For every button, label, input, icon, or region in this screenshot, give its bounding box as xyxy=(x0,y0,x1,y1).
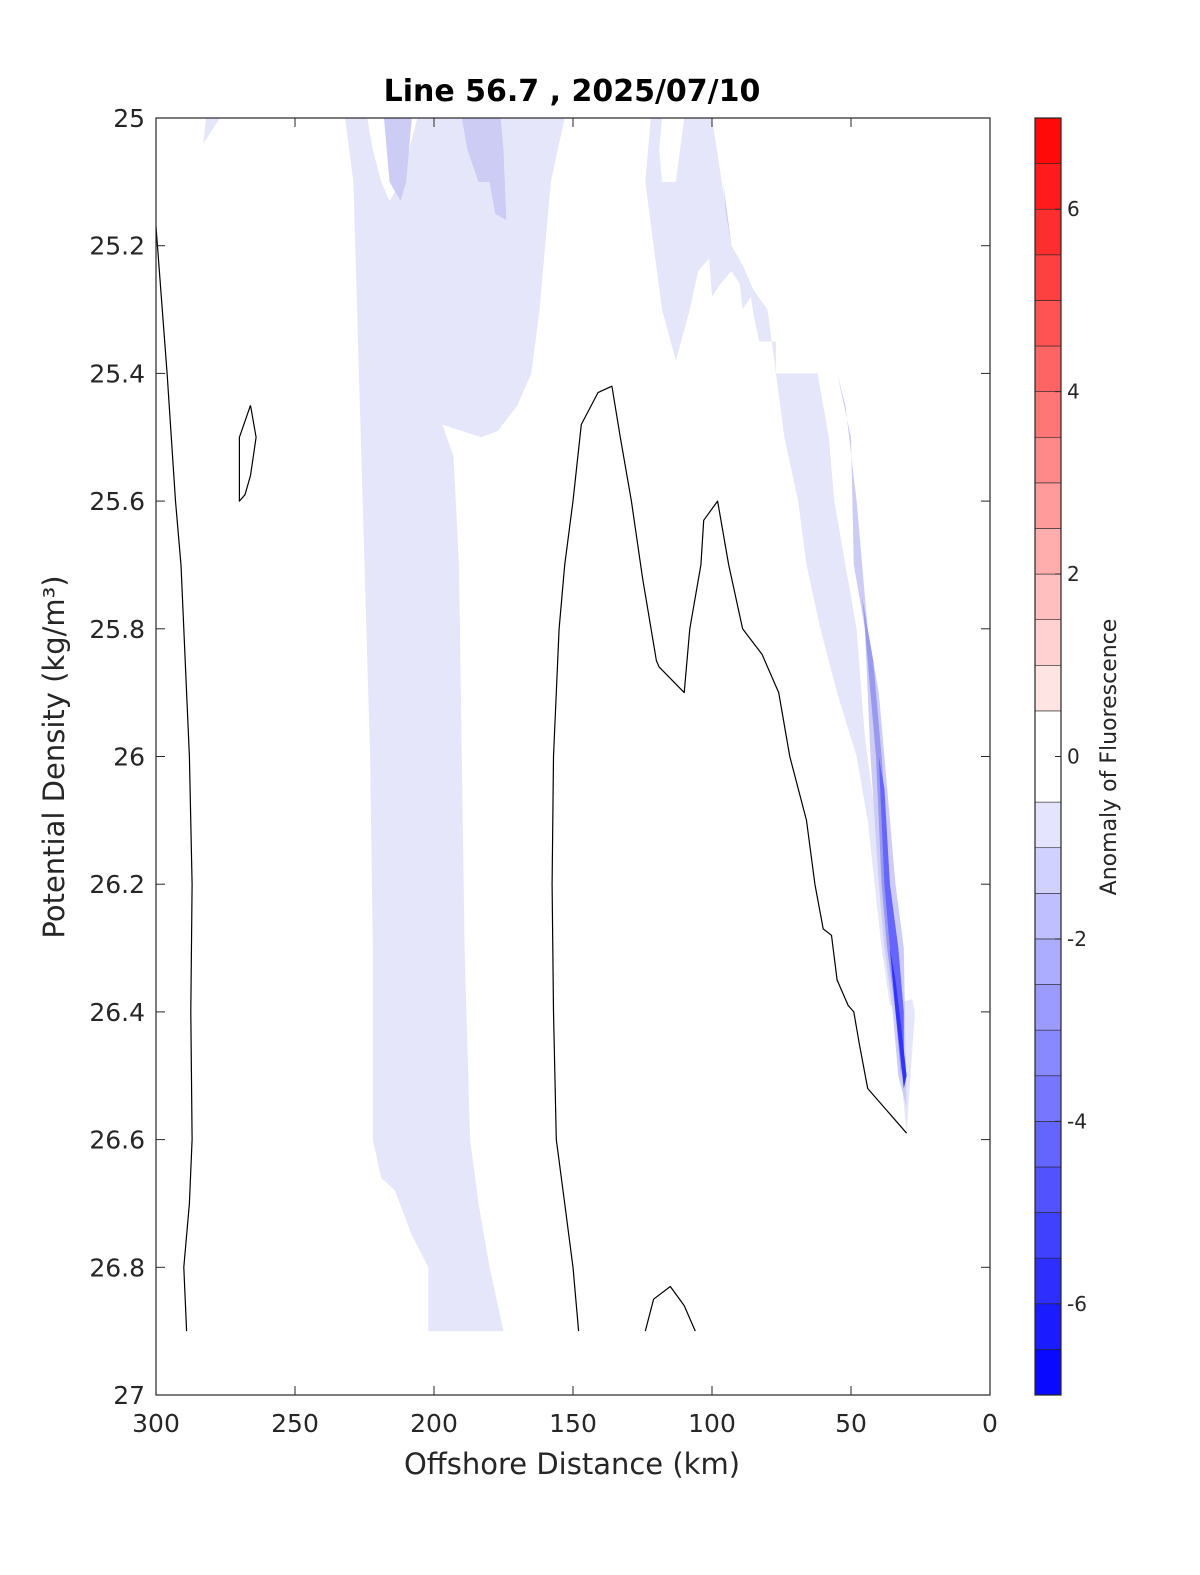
contour-line-zero-1 xyxy=(238,405,257,502)
colorbar-segment xyxy=(1034,938,1062,985)
colorbar-segment xyxy=(1034,573,1062,620)
y-tick-label: 27 xyxy=(113,1381,145,1410)
y-tick-label: 26.6 xyxy=(89,1126,145,1155)
x-tick-label: 150 xyxy=(549,1409,597,1438)
y-axis: 25 25.2 25.4 25.6 25.8 26 26.2 26.4 26.6 26.8 27 xyxy=(89,104,990,1410)
colorbar-tick-label: 2 xyxy=(1067,562,1080,586)
x-axis-title: Offshore Distance (km) xyxy=(404,1447,740,1481)
colorbar-tick-label: -4 xyxy=(1067,1109,1087,1133)
contour-line-zero-0 xyxy=(155,226,193,1332)
colorbar-tick-label: 6 xyxy=(1067,197,1080,221)
x-tick-label: 50 xyxy=(835,1409,867,1438)
x-tick-label: 300 xyxy=(132,1409,180,1438)
colorbar-segment xyxy=(1034,1212,1062,1259)
x-tick-label: 250 xyxy=(271,1409,319,1438)
filled-region-8 xyxy=(889,948,907,1089)
colorbar-segment xyxy=(1034,391,1062,438)
colorbar-segment xyxy=(1034,482,1062,529)
y-tick-label: 25.6 xyxy=(89,487,145,516)
colorbar-title: Anomaly of Fluorescence xyxy=(1097,619,1122,896)
filled-region-0 xyxy=(345,118,565,1332)
colorbar-segment xyxy=(1034,254,1062,301)
colorbar-segment xyxy=(1034,300,1062,347)
filled-contours xyxy=(203,118,915,1332)
colorbar-tick-label: -2 xyxy=(1067,927,1087,951)
x-tick-label: 0 xyxy=(982,1409,998,1438)
colorbar-segment xyxy=(1034,117,1062,164)
y-tick-label: 25.8 xyxy=(89,615,145,644)
y-tick-label: 26.2 xyxy=(89,870,145,899)
colorbar-segment xyxy=(1034,664,1062,712)
filled-region-3 xyxy=(384,118,507,221)
colorbar-segment xyxy=(1034,1257,1062,1305)
colorbar-segment xyxy=(1034,208,1062,256)
filled-region-2 xyxy=(645,118,915,1134)
colorbar-segment xyxy=(1034,345,1062,392)
colorbar-tick-label: 0 xyxy=(1067,745,1080,769)
plot-area xyxy=(155,117,991,1396)
colorbar-segment xyxy=(1034,1303,1062,1350)
y-axis-title: Potential Density (kg/m³) xyxy=(37,575,71,938)
x-tick-label: 200 xyxy=(410,1409,458,1438)
y-tick-label: 25.4 xyxy=(89,359,145,388)
contour-line-zero-3 xyxy=(644,1285,696,1332)
colorbar-segment xyxy=(1034,893,1062,940)
x-tick-label: 100 xyxy=(688,1409,736,1438)
colorbar-segment xyxy=(1034,801,1062,849)
colorbar-tick-label: 4 xyxy=(1067,380,1080,404)
colorbar: -6 -4 -2 0 2 4 6 xyxy=(1034,117,1087,1396)
y-tick-label: 25 xyxy=(113,104,145,133)
colorbar-segment xyxy=(1034,1349,1062,1396)
plot-background xyxy=(156,118,990,1395)
colorbar-segment xyxy=(1034,619,1062,666)
contour-line-zero-2 xyxy=(551,385,908,1332)
colorbar-segment xyxy=(1034,528,1062,575)
colorbar-segment xyxy=(1034,984,1062,1031)
y-tick-label: 26.8 xyxy=(89,1253,145,1282)
x-axis: 300 250 200 150 100 50 0 xyxy=(132,118,998,1438)
y-tick-label: 26.4 xyxy=(89,998,145,1027)
colorbar-segment xyxy=(1034,163,1062,210)
y-tick-label: 26 xyxy=(113,743,145,772)
colorbar-segment xyxy=(1034,1121,1062,1168)
colorbar-segment xyxy=(1034,847,1062,894)
y-tick-label: 25.2 xyxy=(89,232,145,261)
chart-title: Line 56.7 , 2025/07/10 xyxy=(384,74,761,109)
colorbar-tick-label: -6 xyxy=(1067,1292,1087,1316)
colorbar-segment xyxy=(1034,1075,1062,1122)
colorbar-segment xyxy=(1034,436,1062,484)
contour-lines xyxy=(155,226,908,1332)
filled-region-7 xyxy=(878,756,904,1076)
colorbar-segment xyxy=(1034,1166,1062,1213)
filled-region-1 xyxy=(203,118,220,144)
colorbar-segment xyxy=(1034,1029,1062,1077)
